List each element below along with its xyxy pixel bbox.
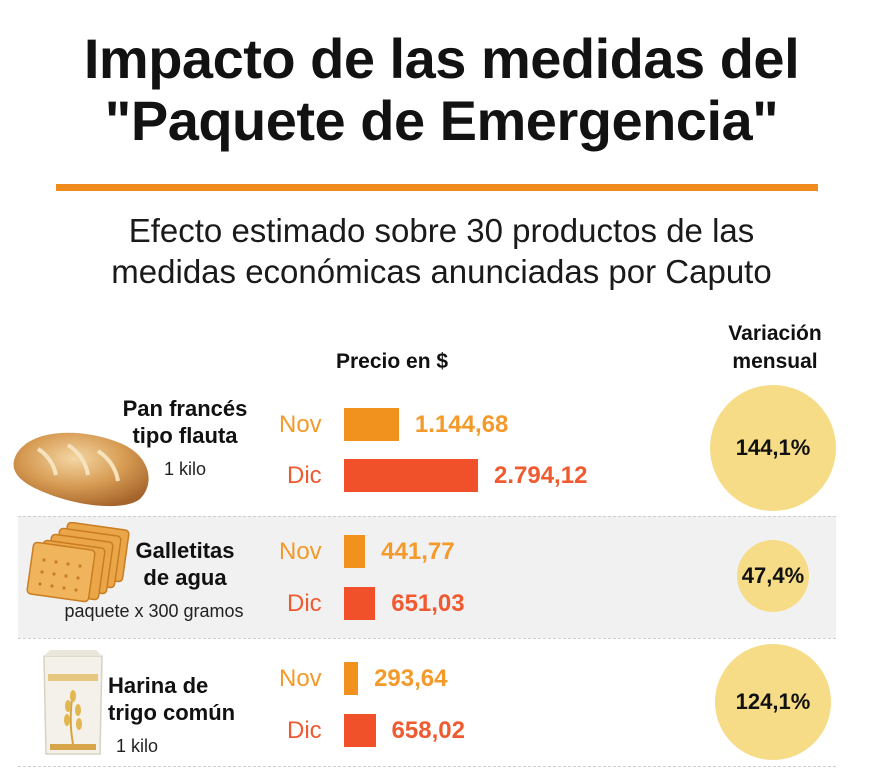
product-unit-harina: 1 kilo — [116, 736, 159, 756]
month-label-nov: Nov — [279, 411, 322, 438]
variation-bubble-harina: 124,1% — [714, 643, 832, 761]
variation-bubble-galletitas: 47,4% — [736, 539, 810, 613]
price-column-header: Precio en $ — [336, 350, 449, 373]
chart-subtitle-line-2: medidas económicas anunciadas por Caputo — [111, 253, 772, 290]
row-divider — [18, 516, 836, 517]
bar-harina-dic — [344, 714, 376, 747]
value-label-galletitas-dic: 651,03 — [391, 590, 465, 617]
product-name-line-2: de agua — [143, 565, 227, 590]
value-label-galletitas-nov: 441,77 — [381, 538, 455, 565]
month-label-nov: Nov — [279, 538, 322, 565]
product-name-line-1: Galletitas — [135, 538, 235, 563]
product-name-line-2: trigo común — [108, 700, 236, 725]
variation-column-header: Variación mensual — [690, 320, 860, 376]
variation-value-harina: 124,1% — [735, 688, 811, 714]
chart-title-line-2: "Paquete de Emergencia" — [104, 89, 779, 152]
product-unit-pan: 1 kilo — [163, 459, 207, 479]
product-name-harina: Harina de trigo común — [108, 672, 258, 726]
month-label-dic: Dic — [287, 462, 322, 489]
product-name-line-1: Harina de — [108, 673, 209, 698]
variation-bubble-pan: 144,1% — [710, 385, 836, 511]
row-divider — [18, 766, 836, 767]
product-name-pan: Pan francés tipo flauta — [100, 395, 270, 449]
value-label-harina-dic: 658,02 — [391, 717, 465, 744]
row-divider — [18, 638, 836, 639]
title-divider — [56, 184, 818, 191]
crackers-icon — [26, 522, 130, 603]
value-label-pan-nov: 1.144,68 — [414, 411, 509, 438]
bar-pan-dic — [344, 459, 478, 492]
chart-title: Impacto de las medidas del "Paquete de E… — [0, 28, 883, 152]
flour-bag-icon — [43, 650, 103, 755]
bread-icon — [13, 432, 149, 507]
variation-header-line-2: mensual — [732, 350, 818, 373]
chart-subtitle: Efecto estimado sobre 30 productos de la… — [0, 210, 883, 292]
variation-value-pan: 144,1% — [735, 435, 811, 460]
variation-header-line-1: Variación — [728, 322, 822, 345]
row-background-galletitas — [18, 516, 836, 638]
bar-galletitas-nov — [344, 535, 366, 568]
chart-title-line-1: Impacto de las medidas del — [83, 27, 800, 90]
month-label-dic: Dic — [287, 717, 322, 744]
chart-subtitle-line-1: Efecto estimado sobre 30 productos de la… — [128, 212, 755, 249]
bar-galletitas-dic — [344, 587, 376, 620]
variation-value-galletitas: 47,4% — [741, 562, 805, 588]
product-unit-galletitas: paquete x 300 gramos — [64, 601, 244, 621]
bar-harina-nov — [344, 662, 359, 695]
bar-pan-nov — [344, 408, 399, 441]
value-label-harina-nov: 293,64 — [374, 665, 448, 692]
product-name-galletitas: Galletitas de agua — [110, 537, 260, 591]
value-label-pan-dic: 2.794,12 — [494, 462, 588, 489]
month-label-dic: Dic — [287, 590, 322, 617]
month-label-nov: Nov — [279, 665, 322, 692]
product-name-line-1: Pan francés — [122, 396, 248, 421]
product-name-line-2: tipo flauta — [132, 423, 238, 448]
